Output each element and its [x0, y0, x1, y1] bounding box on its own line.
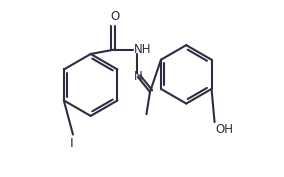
Text: O: O [110, 10, 119, 23]
Text: I: I [70, 137, 74, 150]
Text: N: N [134, 70, 143, 84]
Text: OH: OH [216, 123, 233, 136]
Text: NH: NH [134, 43, 152, 56]
